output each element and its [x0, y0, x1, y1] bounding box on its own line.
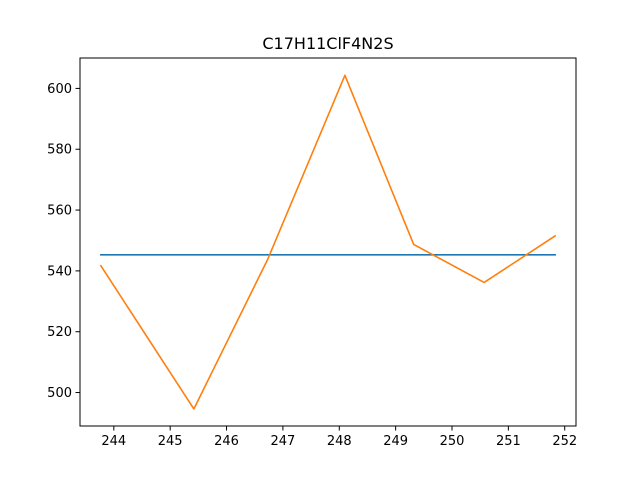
- x-tick-label: 248: [327, 434, 352, 449]
- series-line-2: [99, 74, 557, 410]
- x-tick-label: 249: [383, 434, 408, 449]
- x-tick-label: 246: [214, 434, 239, 449]
- plot-background: [80, 58, 576, 426]
- series-layer: [99, 74, 557, 410]
- x-tick-label: 252: [552, 434, 577, 449]
- x-tick-label: 245: [158, 434, 183, 449]
- y-tick-label: 540: [47, 264, 72, 279]
- x-tick-label: 244: [101, 434, 126, 449]
- y-tick-label: 580: [47, 143, 72, 158]
- y-tick-label: 560: [47, 204, 72, 219]
- x-tick-label: 251: [496, 434, 521, 449]
- y-axis: 500 520 540 560 580 600: [47, 82, 80, 401]
- y-tick-label: 500: [47, 386, 72, 401]
- chart-title: C17H11ClF4N2S: [262, 34, 393, 53]
- y-tick-label: 600: [47, 82, 72, 97]
- y-tick-label: 520: [47, 325, 72, 340]
- axes-frame: [79, 57, 577, 427]
- plot-area: [80, 58, 576, 426]
- x-tick-label: 247: [270, 434, 295, 449]
- x-tick-label: 250: [440, 434, 465, 449]
- x-axis: 244 245 246 247 248 249 250 251 252: [101, 426, 577, 449]
